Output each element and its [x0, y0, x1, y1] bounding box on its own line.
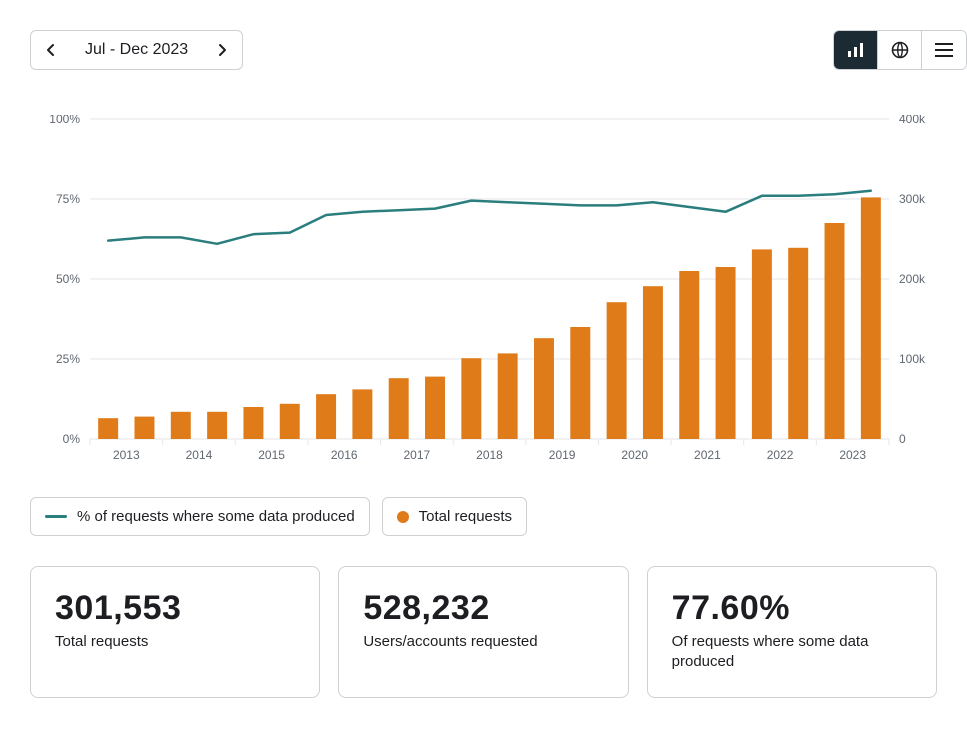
legend-swatch-dot: [397, 511, 409, 523]
bar-chart-icon: [847, 42, 865, 58]
view-toggle: [833, 30, 967, 70]
stat-card-percent-produced: 77.60% Of requests where some data produ…: [647, 566, 937, 698]
svg-text:2020: 2020: [621, 448, 648, 462]
svg-text:0%: 0%: [63, 432, 81, 446]
legend: % of requests where some data produced T…: [30, 497, 937, 536]
toggle-chart-button[interactable]: [834, 31, 878, 69]
chevron-left-icon: [46, 43, 56, 57]
period-label: Jul - Dec 2023: [71, 41, 202, 59]
toggle-map-button[interactable]: [878, 31, 922, 69]
period-prev-button[interactable]: [31, 31, 71, 69]
svg-text:2013: 2013: [113, 448, 140, 462]
svg-text:2015: 2015: [258, 448, 285, 462]
legend-item-bar[interactable]: Total requests: [382, 497, 527, 536]
svg-text:400k: 400k: [899, 115, 926, 126]
period-next-button[interactable]: [202, 31, 242, 69]
legend-item-line[interactable]: % of requests where some data produced: [30, 497, 370, 536]
legend-bar-label: Total requests: [419, 508, 512, 525]
svg-text:2017: 2017: [404, 448, 431, 462]
svg-text:0: 0: [899, 432, 906, 446]
stat-value: 301,553: [55, 589, 295, 628]
svg-text:2022: 2022: [767, 448, 794, 462]
svg-text:300k: 300k: [899, 192, 926, 206]
svg-text:100k: 100k: [899, 352, 926, 366]
svg-text:2023: 2023: [839, 448, 866, 462]
svg-text:100%: 100%: [49, 115, 80, 126]
svg-text:2016: 2016: [331, 448, 358, 462]
stat-value: 77.60%: [672, 589, 912, 628]
stat-label: Users/accounts requested: [363, 632, 603, 652]
svg-text:50%: 50%: [56, 272, 80, 286]
toggle-list-button[interactable]: [922, 31, 966, 69]
svg-text:2018: 2018: [476, 448, 503, 462]
list-icon: [935, 43, 953, 57]
svg-text:2014: 2014: [186, 448, 213, 462]
globe-icon: [891, 41, 909, 59]
svg-text:2021: 2021: [694, 448, 721, 462]
stat-value: 528,232: [363, 589, 603, 628]
chart-svg: 0% 0 25% 100k 50% 200k 75% 300k 100% 400k 2013 2014…: [30, 115, 937, 475]
chevron-right-icon: [217, 43, 227, 57]
svg-text:200k: 200k: [899, 272, 926, 286]
stat-card-total-requests: 301,553 Total requests: [30, 566, 320, 698]
svg-text:75%: 75%: [56, 192, 80, 206]
legend-swatch-line: [45, 515, 67, 518]
svg-text:25%: 25%: [56, 352, 80, 366]
svg-text:2019: 2019: [549, 448, 576, 462]
stat-card-users-accounts: 528,232 Users/accounts requested: [338, 566, 628, 698]
top-bar: Jul - Dec 2023: [30, 30, 937, 70]
legend-line-label: % of requests where some data produced: [77, 508, 355, 525]
stats-row: 301,553 Total requests 528,232 Users/acc…: [30, 566, 937, 698]
stat-label: Total requests: [55, 632, 295, 652]
stat-label: Of requests where some data produced: [672, 632, 912, 671]
period-picker: Jul - Dec 2023: [30, 30, 243, 70]
requests-chart: 0% 0 25% 100k 50% 200k 75% 300k 100% 400k 2013 2014…: [30, 115, 937, 475]
